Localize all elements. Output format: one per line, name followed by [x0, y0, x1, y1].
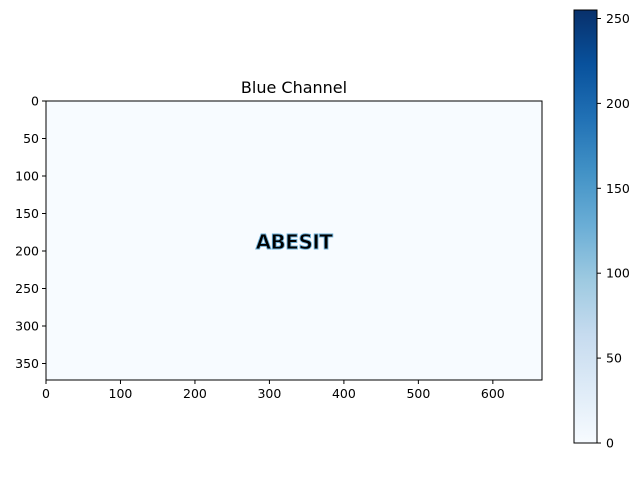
embedded-image-text: ABESIT — [256, 230, 334, 254]
y-tick-label: 250 — [15, 281, 39, 296]
colorbar-tick-label: 250 — [606, 11, 630, 26]
y-tick-label: 150 — [15, 206, 39, 221]
x-tick-label: 200 — [183, 386, 207, 401]
y-tick-label: 50 — [23, 131, 39, 146]
colorbar-tick-label: 200 — [606, 96, 630, 111]
y-tick-label: 100 — [15, 169, 39, 184]
colorbar-tick-label: 150 — [606, 181, 630, 196]
x-axis-ticks: 0 100 200 300 400 500 600 — [42, 380, 505, 401]
y-axis-ticks: 0 50 100 150 200 250 300 350 — [15, 94, 46, 371]
colorbar-tick-label: 50 — [606, 351, 622, 366]
colorbar-frame — [573, 9, 598, 444]
colorbar: 0 50 100 150 200 250 — [573, 9, 630, 451]
image-axes: Blue Channel ABESIT 0 100 200 300 400 500 600 … — [15, 78, 543, 401]
y-tick-label: 350 — [15, 356, 39, 371]
x-tick-label: 100 — [109, 386, 133, 401]
colorbar-ticks: 0 50 100 150 200 250 — [597, 11, 630, 451]
chart-title: Blue Channel — [241, 78, 347, 97]
image-area — [46, 101, 542, 380]
image-frame — [45, 100, 543, 381]
y-tick-label: 0 — [31, 94, 39, 109]
x-tick-label: 0 — [42, 386, 50, 401]
colorbar-gradient — [574, 10, 597, 443]
colorbar-tick-label: 0 — [606, 436, 614, 451]
x-tick-label: 400 — [332, 386, 356, 401]
x-tick-label: 600 — [481, 386, 505, 401]
colorbar-tick-label: 100 — [606, 266, 630, 281]
x-tick-label: 500 — [406, 386, 430, 401]
y-tick-label: 200 — [15, 244, 39, 259]
y-tick-label: 300 — [15, 319, 39, 334]
x-tick-label: 300 — [257, 386, 281, 401]
